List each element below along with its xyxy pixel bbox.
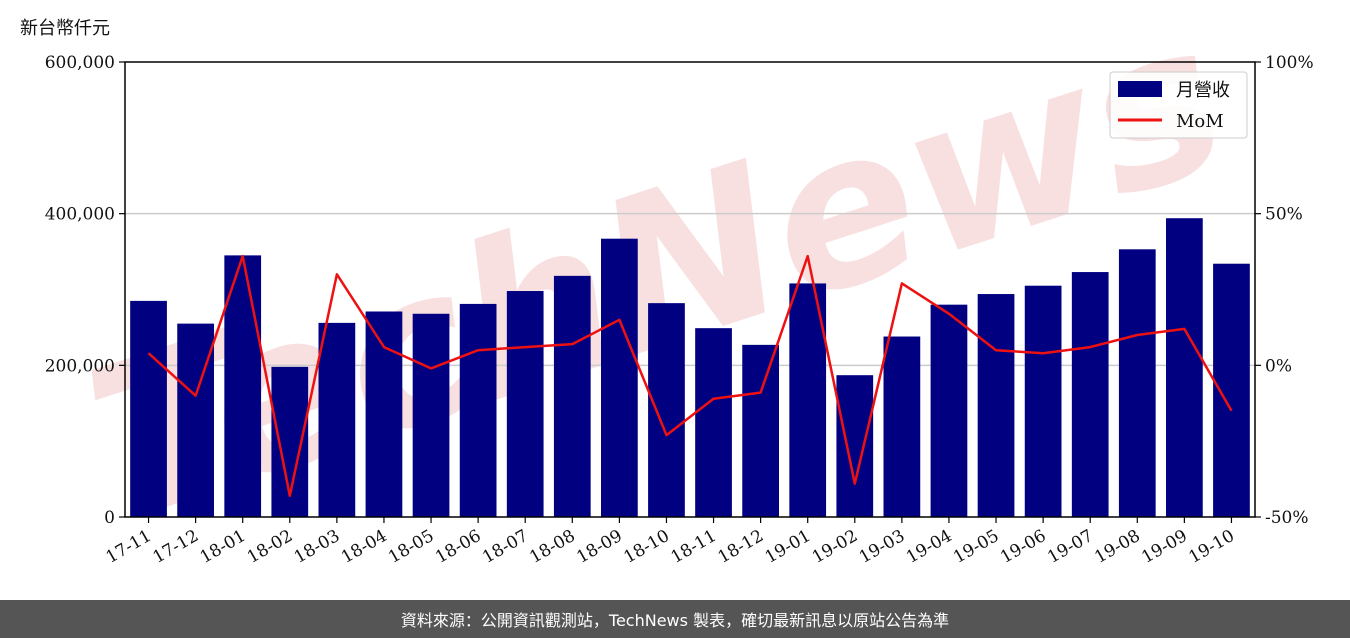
x-tick-label: 18-11 xyxy=(668,526,720,568)
x-tick-label: 18-10 xyxy=(621,526,673,568)
x-tick-label: 19-02 xyxy=(809,526,861,568)
y-right-tick-label: 0% xyxy=(1265,356,1292,376)
bar xyxy=(365,311,403,517)
bar xyxy=(224,255,262,517)
x-tick-label: 19-04 xyxy=(903,526,955,568)
x-tick-label: 18-05 xyxy=(385,526,437,568)
mom-series-line xyxy=(147,254,1233,498)
x-tick-label: 19-03 xyxy=(856,526,908,568)
y-left-tick-label: 400,000 xyxy=(45,205,115,225)
bar xyxy=(836,375,874,517)
bar xyxy=(412,313,450,517)
y-right-tick-label: -50% xyxy=(1265,508,1309,528)
bar xyxy=(130,300,167,517)
bar xyxy=(506,291,544,517)
gridlines xyxy=(125,212,1255,367)
x-tick-label: 18-03 xyxy=(291,526,343,568)
plot-frame xyxy=(124,61,1256,518)
mom-line xyxy=(147,254,1233,498)
legend-label-revenue: 月營收 xyxy=(1176,80,1230,101)
footer-source: 資料來源：公開資訊觀測站，TechNews 製表，確切最新訊息以原站公告為準 xyxy=(0,600,1350,638)
bar xyxy=(601,238,638,518)
y-right-tick-label: 100% xyxy=(1265,53,1314,73)
bar xyxy=(789,283,827,517)
y-left-tick-label: 600,000 xyxy=(45,53,115,73)
x-tick-label: 19-07 xyxy=(1044,526,1096,568)
bar xyxy=(883,336,921,517)
bar xyxy=(648,303,685,517)
bar xyxy=(1024,285,1062,517)
x-tick-label: 18-04 xyxy=(338,526,390,568)
legend-bar-swatch xyxy=(1118,81,1162,97)
x-tick-label: 19-01 xyxy=(762,526,814,568)
bar xyxy=(742,344,779,517)
x-tick-label: 18-06 xyxy=(432,526,484,568)
x-tick-label: 19-05 xyxy=(950,526,1002,568)
bar xyxy=(695,328,732,517)
legend: 月營收 MoM xyxy=(1109,71,1248,139)
bar xyxy=(553,275,591,517)
bar xyxy=(177,323,214,517)
x-tick-label: 19-08 xyxy=(1091,526,1143,568)
x-tick-label: 19-10 xyxy=(1186,526,1238,568)
x-tick-label: 18-12 xyxy=(715,526,767,568)
x-tick-label: 19-06 xyxy=(997,526,1049,568)
x-tick-label: 18-09 xyxy=(573,526,625,568)
x-tick-label: 18-07 xyxy=(479,526,531,568)
bar xyxy=(1166,218,1203,517)
bar xyxy=(1118,249,1156,517)
legend-label-mom: MoM xyxy=(1176,111,1224,132)
bar xyxy=(318,322,356,517)
unit-label: 新台幣仟元 xyxy=(20,18,110,39)
bar xyxy=(459,303,497,517)
y-left-tick-label: 0 xyxy=(104,508,115,528)
x-tick-label: 19-09 xyxy=(1138,526,1190,568)
bar xyxy=(1071,272,1109,517)
bar xyxy=(930,304,968,517)
y-left-tick-label: 200,000 xyxy=(45,356,115,376)
y-right-tick-label: 50% xyxy=(1265,205,1303,225)
chart: TechNews 0200,000400,000600,000-50%0%50%… xyxy=(20,0,1314,568)
x-tick-label: 18-08 xyxy=(526,526,578,568)
bar xyxy=(977,294,1015,517)
x-tick-label: 18-02 xyxy=(244,526,296,568)
